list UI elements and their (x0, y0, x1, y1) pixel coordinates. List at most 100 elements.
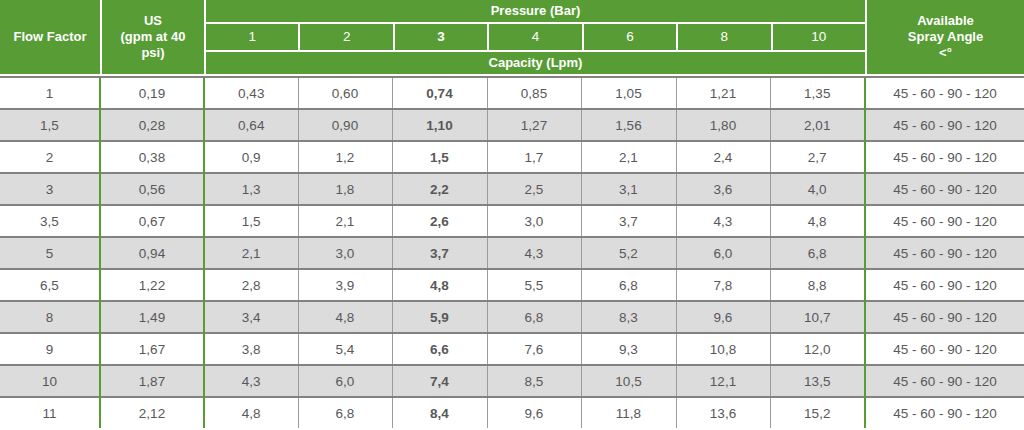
table-row: 91,673,85,46,67,69,310,812,045 - 60 - 90… (0, 333, 1024, 365)
capacity-cell: 1,5 (204, 205, 298, 237)
capacity-cell: 8,4 (392, 397, 487, 428)
capacity-cell: 0,64 (204, 109, 298, 141)
capacity-cell: 3,0 (487, 205, 581, 237)
capacity-cell: 15,2 (770, 397, 865, 428)
table-row: 1,50,280,640,901,101,271,561,802,0145 - … (0, 109, 1024, 141)
capacity-cell: 3,7 (581, 205, 676, 237)
flow-factor-cell: 9 (0, 333, 100, 365)
capacity-cell: 4,3 (204, 365, 298, 397)
capacity-cell: 9,6 (676, 301, 770, 333)
capacity-cell: 2,6 (392, 205, 487, 237)
capacity-cell: 4,3 (676, 205, 770, 237)
flow-factor-cell: 2 (0, 141, 100, 173)
table-row: 81,493,44,85,96,88,39,610,745 - 60 - 90 … (0, 301, 1024, 333)
spray-angle-cell: 45 - 60 - 90 - 120 (865, 77, 1024, 109)
spray-angle-cell: 45 - 60 - 90 - 120 (865, 141, 1024, 173)
capacity-cell: 1,5 (392, 141, 487, 173)
table-row: 10,190,430,600,740,851,051,211,3545 - 60… (0, 77, 1024, 109)
us-gpm-cell: 0,28 (100, 109, 204, 141)
us-gpm-cell: 0,19 (100, 77, 204, 109)
capacity-cell: 4,8 (204, 397, 298, 428)
capacity-cell: 5,5 (487, 269, 581, 301)
capacity-cell: 3,7 (392, 237, 487, 269)
header-pressure-1: 1 (206, 24, 298, 50)
spray-angle-cell: 45 - 60 - 90 - 120 (865, 173, 1024, 205)
header-pressure-6: 6 (584, 24, 676, 50)
capacity-cell: 0,74 (392, 77, 487, 109)
capacity-cell: 9,6 (487, 397, 581, 428)
capacity-cell: 13,5 (770, 365, 865, 397)
spray-angle-cell: 45 - 60 - 90 - 120 (865, 237, 1024, 269)
capacity-cell: 1,35 (770, 77, 865, 109)
capacity-cell: 1,05 (581, 77, 676, 109)
capacity-cell: 1,21 (676, 77, 770, 109)
flow-factor-cell: 10 (0, 365, 100, 397)
table-row: 112,124,86,88,49,611,813,615,245 - 60 - … (0, 397, 1024, 428)
capacity-cell: 2,2 (392, 173, 487, 205)
capacity-cell: 0,85 (487, 77, 581, 109)
capacity-cell: 4,3 (487, 237, 581, 269)
capacity-cell: 3,1 (581, 173, 676, 205)
table-row: 3,50,671,52,12,63,03,74,34,845 - 60 - 90… (0, 205, 1024, 237)
flow-factor-cell: 1,5 (0, 109, 100, 141)
capacity-cell: 7,6 (487, 333, 581, 365)
flow-factor-cell: 8 (0, 301, 100, 333)
us-gpm-cell: 0,38 (100, 141, 204, 173)
us-gpm-cell: 1,87 (100, 365, 204, 397)
capacity-cell: 3,6 (676, 173, 770, 205)
table-header: Flow Factor US (gpm at 40 psi) Pressure … (0, 0, 1024, 76)
table-row: 50,942,13,03,74,35,26,06,845 - 60 - 90 -… (0, 237, 1024, 269)
spray-angle-cell: 45 - 60 - 90 - 120 (865, 397, 1024, 428)
capacity-cell: 1,2 (298, 141, 392, 173)
spray-angle-cell: 45 - 60 - 90 - 120 (865, 269, 1024, 301)
capacity-cell: 3,4 (204, 301, 298, 333)
us-gpm-cell: 1,22 (100, 269, 204, 301)
capacity-cell: 6,0 (298, 365, 392, 397)
flow-factor-cell: 3 (0, 173, 100, 205)
flow-factor-cell: 5 (0, 237, 100, 269)
capacity-cell: 1,7 (487, 141, 581, 173)
header-pressure-3: 3 (395, 24, 487, 50)
spray-angle-cell: 45 - 60 - 90 - 120 (865, 333, 1024, 365)
capacity-cell: 0,43 (204, 77, 298, 109)
capacity-cell: 1,3 (204, 173, 298, 205)
us-gpm-cell: 1,67 (100, 333, 204, 365)
capacity-cell: 2,7 (770, 141, 865, 173)
capacity-cell: 3,8 (204, 333, 298, 365)
capacity-cell: 4,0 (770, 173, 865, 205)
capacity-cell: 2,1 (298, 205, 392, 237)
header-pressure-4: 4 (489, 24, 581, 50)
capacity-cell: 5,4 (298, 333, 392, 365)
capacity-cell: 5,2 (581, 237, 676, 269)
capacity-cell: 10,7 (770, 301, 865, 333)
capacity-cell: 2,5 (487, 173, 581, 205)
capacity-cell: 2,1 (581, 141, 676, 173)
table-body: 10,190,430,600,740,851,051,211,3545 - 60… (0, 77, 1024, 428)
spray-angle-cell: 45 - 60 - 90 - 120 (865, 205, 1024, 237)
capacity-cell: 9,3 (581, 333, 676, 365)
capacity-cell: 6,0 (676, 237, 770, 269)
capacity-cell: 10,8 (676, 333, 770, 365)
capacity-cell: 13,6 (676, 397, 770, 428)
table-row: 20,380,91,21,51,72,12,42,745 - 60 - 90 -… (0, 141, 1024, 173)
capacity-cell: 11,8 (581, 397, 676, 428)
capacity-cell: 6,8 (487, 301, 581, 333)
capacity-cell: 2,8 (204, 269, 298, 301)
flow-factor-cell: 6,5 (0, 269, 100, 301)
us-gpm-cell: 2,12 (100, 397, 204, 428)
us-gpm-cell: 0,94 (100, 237, 204, 269)
capacity-cell: 6,8 (770, 237, 865, 269)
capacity-cell: 6,8 (581, 269, 676, 301)
spray-angle-cell: 45 - 60 - 90 - 120 (865, 301, 1024, 333)
capacity-cell: 4,8 (392, 269, 487, 301)
capacity-cell: 7,8 (676, 269, 770, 301)
capacity-cell: 0,60 (298, 77, 392, 109)
capacity-cell: 5,9 (392, 301, 487, 333)
table-row: 101,874,36,07,48,510,512,113,545 - 60 - … (0, 365, 1024, 397)
header-capacity-title: Capacity (Lpm) (206, 52, 865, 74)
us-gpm-cell: 0,67 (100, 205, 204, 237)
capacity-cell: 10,5 (581, 365, 676, 397)
header-us-gpm: US (gpm at 40 psi) (102, 0, 204, 74)
flow-factor-cell: 11 (0, 397, 100, 428)
capacity-cell: 1,80 (676, 109, 770, 141)
